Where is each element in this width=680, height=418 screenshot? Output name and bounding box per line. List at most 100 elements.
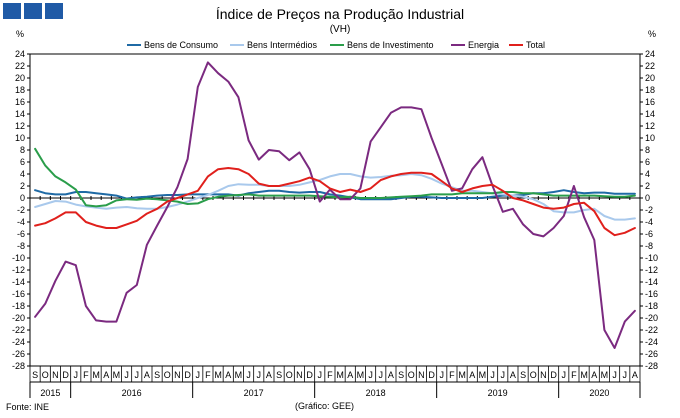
x-tick-label: M — [336, 370, 344, 380]
x-tick-label: N — [540, 370, 547, 380]
y-tick-label-left: -18 — [12, 301, 25, 311]
x-tick-label: J — [124, 370, 129, 380]
x-tick-label: D — [184, 370, 191, 380]
y-tick-label-right: 12 — [645, 121, 655, 131]
x-tick-label: F — [83, 370, 89, 380]
y-tick-label-right: -22 — [645, 325, 658, 335]
y-tick-label-right: 6 — [645, 157, 650, 167]
year-label: 2020 — [589, 388, 609, 398]
y-tick-label-left: 10 — [15, 133, 25, 143]
y-tick-label-left: 12 — [15, 121, 25, 131]
y-tick-label-right: -12 — [645, 265, 658, 275]
y-tick-label-left: 0 — [20, 193, 25, 203]
x-tick-label: S — [398, 370, 404, 380]
legend-label: Total — [526, 40, 545, 50]
logo-block — [3, 3, 21, 19]
chart-subtitle: (VH) — [329, 24, 351, 35]
x-tick-label: S — [154, 370, 160, 380]
x-tick-label: M — [601, 370, 609, 380]
x-tick-label: J — [257, 370, 262, 380]
year-label: 2016 — [122, 388, 142, 398]
series-line-total — [34, 167, 636, 237]
y-tick-label-left: -26 — [12, 349, 25, 359]
x-tick-label: M — [458, 370, 466, 380]
x-tick-label: M — [479, 370, 487, 380]
y-tick-label-right: -24 — [645, 337, 658, 347]
x-tick-label: O — [408, 370, 415, 380]
y-tick-label-right: 20 — [645, 73, 655, 83]
y-tick-label-right: 16 — [645, 97, 655, 107]
y-tick-label-right: 10 — [645, 133, 655, 143]
x-tick-label: J — [135, 370, 140, 380]
x-tick-label: F — [449, 370, 455, 380]
y-tick-label-left: 20 — [15, 73, 25, 83]
source-note: Fonte: INE — [6, 402, 50, 412]
x-tick-label: M — [235, 370, 243, 380]
y-tick-label-right: -18 — [645, 301, 658, 311]
chart-title: Índice de Preços na Produção Industrial — [215, 6, 465, 22]
x-tick-label: J — [379, 370, 384, 380]
x-tick-label: N — [296, 370, 303, 380]
y-tick-label-right: -2 — [645, 205, 653, 215]
x-tick-label: J — [74, 370, 79, 380]
logo-block — [24, 3, 42, 19]
x-tick-label: S — [276, 370, 282, 380]
y-tick-label-right: -4 — [645, 217, 653, 227]
x-tick-label: O — [530, 370, 537, 380]
x-tick-label: N — [52, 370, 59, 380]
x-tick-label: O — [42, 370, 49, 380]
y-tick-label-left: -28 — [12, 361, 25, 371]
y-tick-label-left: -12 — [12, 265, 25, 275]
year-label: 2017 — [244, 388, 264, 398]
y-tick-label-right: 0 — [645, 193, 650, 203]
y-tick-label-left: -6 — [17, 229, 25, 239]
y-tick-label-right: 24 — [645, 49, 655, 59]
logo — [3, 3, 63, 19]
y-tick-label-right: -8 — [645, 241, 653, 251]
y-tick-label-left: -8 — [17, 241, 25, 251]
legend-label: Bens Intermédios — [247, 40, 318, 50]
y-tick-label-left: 16 — [15, 97, 25, 107]
y-tick-label-left: 24 — [15, 49, 25, 59]
plot-frame — [29, 53, 641, 367]
x-tick-label: J — [623, 370, 628, 380]
y-axis-unit-right: % — [648, 29, 656, 39]
year-label: 2018 — [366, 388, 386, 398]
y-tick-label-left: -14 — [12, 277, 25, 287]
x-tick-label: A — [591, 370, 597, 380]
y-tick-label-left: 2 — [20, 181, 25, 191]
year-label: 2019 — [488, 388, 508, 398]
logo-block — [45, 3, 63, 19]
x-tick-label: M — [580, 370, 588, 380]
x-tick-label: S — [32, 370, 38, 380]
y-tick-label-right: 4 — [645, 169, 650, 179]
y-tick-label-right: -10 — [645, 253, 658, 263]
y-tick-label-left: 18 — [15, 85, 25, 95]
x-tick-label: J — [196, 370, 201, 380]
x-tick-label: A — [347, 370, 353, 380]
x-tick-label: M — [214, 370, 222, 380]
x-tick-label: D — [550, 370, 557, 380]
y-tick-label-left: 8 — [20, 145, 25, 155]
y-tick-label-right: -26 — [645, 349, 658, 359]
x-tick-label: J — [612, 370, 617, 380]
x-tick-label: A — [510, 370, 516, 380]
x-tick-label: A — [266, 370, 272, 380]
y-tick-label-right: 2 — [645, 181, 650, 191]
x-tick-label: F — [327, 370, 333, 380]
x-tick-label: M — [92, 370, 100, 380]
y-tick-label-right: -6 — [645, 229, 653, 239]
x-tick-label: N — [174, 370, 181, 380]
y-tick-label-right: 22 — [645, 61, 655, 71]
x-tick-label: N — [418, 370, 425, 380]
y-tick-label-right: 14 — [645, 109, 655, 119]
y-tick-label-left: 4 — [20, 169, 25, 179]
y-tick-label-right: 18 — [645, 85, 655, 95]
x-tick-label: D — [306, 370, 313, 380]
x-tick-label: A — [103, 370, 109, 380]
x-tick-label: F — [571, 370, 577, 380]
y-axis-unit-left: % — [16, 29, 24, 39]
y-tick-label-left: 14 — [15, 109, 25, 119]
x-tick-label: M — [113, 370, 121, 380]
